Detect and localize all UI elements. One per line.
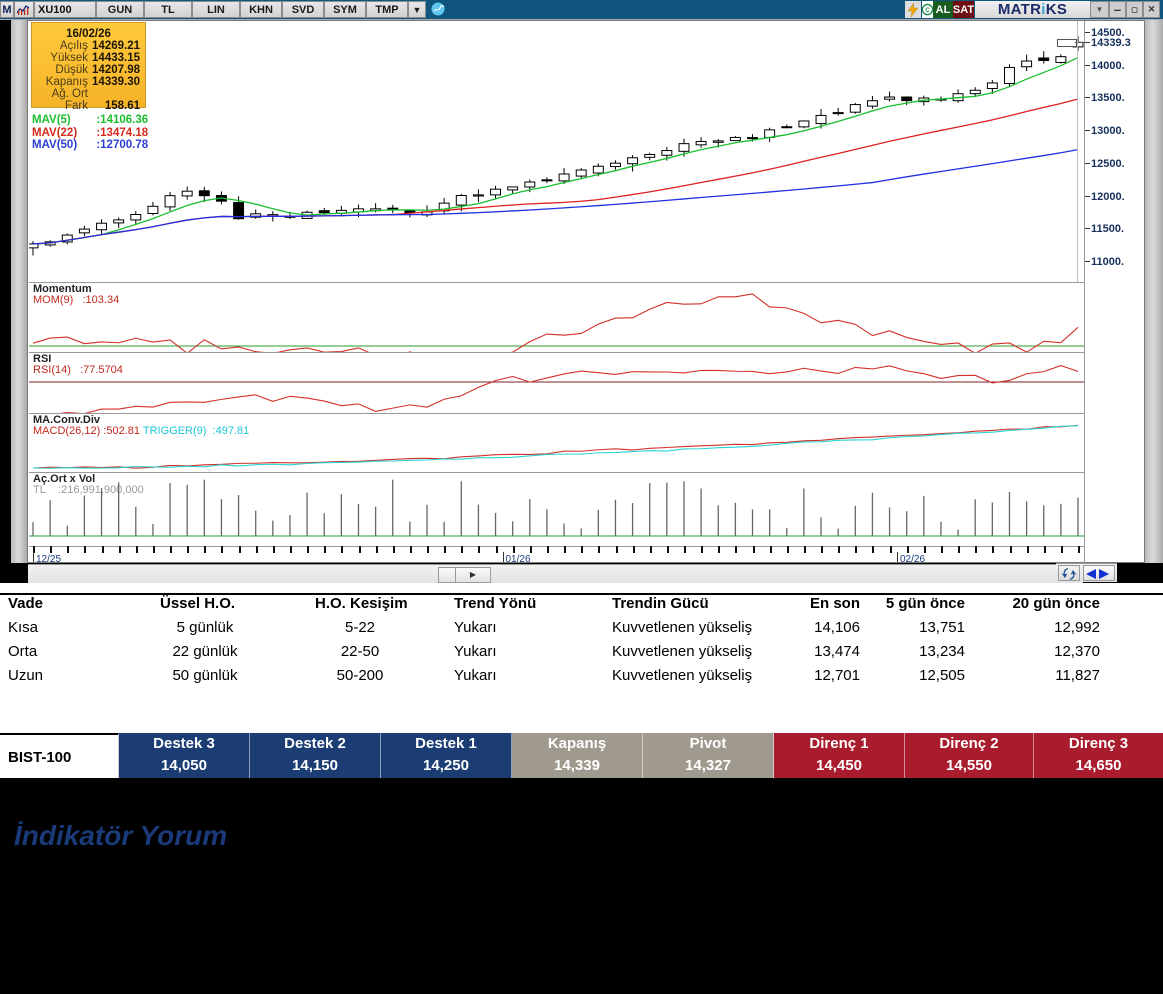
svg-text:C: C xyxy=(925,7,930,14)
